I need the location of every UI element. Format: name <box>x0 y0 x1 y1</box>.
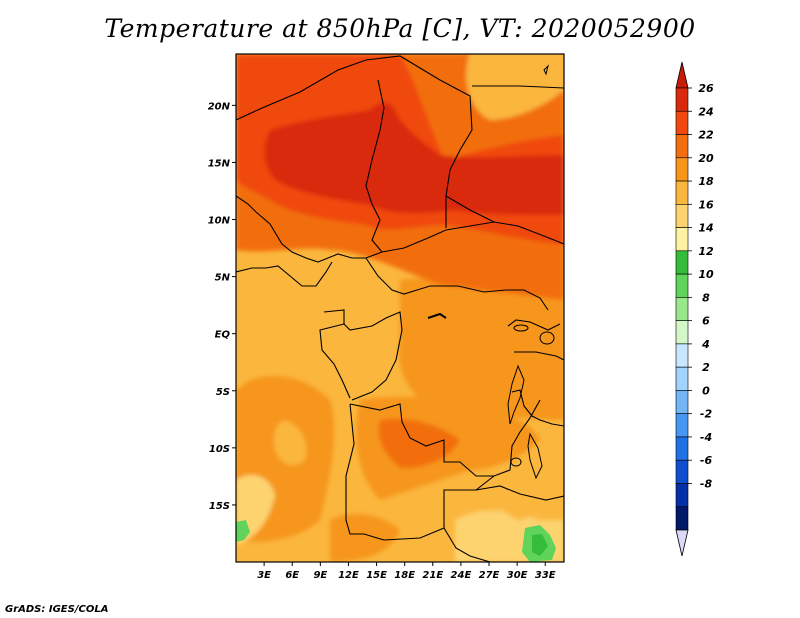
colorbar-swatch <box>675 390 689 414</box>
colorbar-swatch <box>675 436 689 461</box>
lat-tick-label: 5S <box>216 387 230 398</box>
colorbar-swatch <box>675 110 689 135</box>
lon-tick-label: 3E <box>257 570 271 581</box>
colorbar-swatch <box>675 506 689 531</box>
colorbar-label: 18 <box>698 175 714 188</box>
lon-tick-label: 27E <box>479 570 500 581</box>
lat-tick-label: 10N <box>208 216 231 227</box>
lon-tick-label: 21E <box>422 570 443 581</box>
lat-tick-label: 15S <box>209 501 230 512</box>
colorbar-swatch <box>675 273 689 298</box>
plot-frame <box>235 53 565 563</box>
colorbar-swatch <box>675 483 689 508</box>
colorbar-swatch <box>675 180 689 205</box>
temperature-field <box>236 54 564 562</box>
colorbar-swatch <box>675 157 689 182</box>
colorbar-label: -4 <box>700 431 712 444</box>
colorbar-label: 12 <box>698 245 714 258</box>
colorbar-label: 26 <box>698 82 714 95</box>
lat-tick-label: 5N <box>215 273 231 284</box>
colorbar-label: -2 <box>700 408 713 421</box>
map-axes: 20N 15N 10N 5N EQ 5S 10S 15S 3E 6E 9E 12E 15E 18E 21E 2… <box>208 101 556 581</box>
map-title: Temperature at 850hPa [C], VT: 202005290… <box>104 14 696 43</box>
colorbar-swatch <box>675 413 689 438</box>
colorbar-label: 20 <box>698 152 714 165</box>
colorbar-swatch <box>675 227 689 252</box>
colorbar-label: 0 <box>702 384 710 397</box>
lon-tick-label: 15E <box>366 570 387 581</box>
colorbar-swatch <box>675 459 689 484</box>
lon-tick-label: 9E <box>313 570 327 581</box>
lat-tick-label: 10S <box>209 444 230 455</box>
colorbar-swatch <box>675 320 689 345</box>
colorbar-label: 24 <box>698 105 713 118</box>
lat-tick-label: EQ <box>215 330 231 341</box>
colorbar-swatch <box>675 204 689 228</box>
lon-tick-label: 18E <box>394 570 415 581</box>
colorbar-bottom-tip <box>675 529 689 557</box>
lon-tick-label: 30E <box>507 570 528 581</box>
colorbar-label: 10 <box>698 268 714 281</box>
colorbar-swatch <box>675 134 689 159</box>
colorbar-label: 14 <box>698 222 713 235</box>
colorbar-label: 22 <box>698 129 714 142</box>
lon-tick-label: 33E <box>535 570 556 581</box>
colorbar-label: -6 <box>700 454 713 467</box>
lon-tick-label: 6E <box>285 570 299 581</box>
colorbar-swatch <box>675 87 689 112</box>
colorbar-label: -8 <box>700 477 713 490</box>
grads-credit: GrADS: IGES/COLA <box>5 604 109 615</box>
colorbar-label: 6 <box>702 315 710 328</box>
colorbar-swatch <box>675 250 689 275</box>
lon-tick-label: 24E <box>451 570 472 581</box>
colorbar-label: 2 <box>702 361 710 374</box>
lat-tick-label: 15N <box>208 158 231 169</box>
lat-tick-label: 20N <box>208 101 231 112</box>
colorbar-label: 8 <box>702 291 710 304</box>
colorbar-swatch <box>675 366 689 391</box>
colorbar-top-tip <box>675 61 689 89</box>
colorbar-swatch <box>675 297 689 321</box>
colorbar-label: 4 <box>701 338 710 351</box>
lon-tick-label: 12E <box>338 570 359 581</box>
colorbar-swatch <box>675 343 689 368</box>
colorbar-label: 16 <box>698 198 714 211</box>
